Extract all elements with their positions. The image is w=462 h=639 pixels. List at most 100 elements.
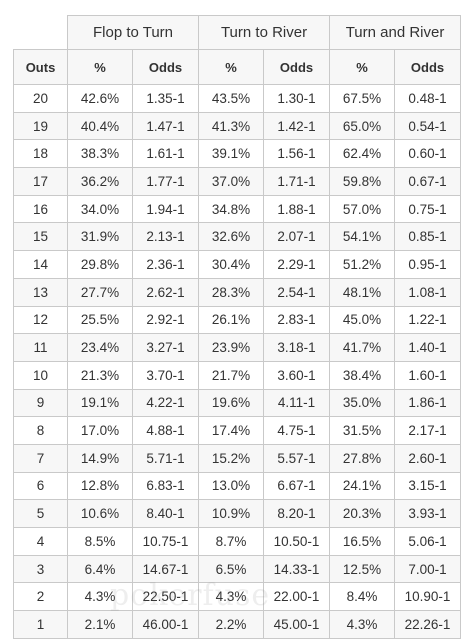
cell-turn-and-river-odds: 0.48-1	[395, 85, 461, 113]
cell-turn-river-percent: 21.7%	[199, 361, 264, 389]
cell-turn-and-river-percent: 12.5%	[330, 555, 395, 583]
cell-turn-river-percent: 41.3%	[199, 112, 264, 140]
cell-turn-and-river-odds: 3.15-1	[395, 472, 461, 500]
cell-flop-turn-odds: 10.75-1	[133, 528, 199, 556]
cell-turn-river-percent: 15.2%	[199, 444, 264, 472]
table-row: 9 19.1% 4.22-1 19.6% 4.11-1 35.0% 1.86-1	[14, 389, 461, 417]
cell-turn-river-odds: 3.18-1	[264, 334, 330, 362]
cell-turn-river-odds: 1.56-1	[264, 140, 330, 168]
table-row: 16 34.0% 1.94-1 34.8% 1.88-1 57.0% 0.75-1	[14, 195, 461, 223]
cell-turn-and-river-odds: 10.90-1	[395, 583, 461, 611]
cell-flop-turn-odds: 8.40-1	[133, 500, 199, 528]
cell-turn-and-river-percent: 8.4%	[330, 583, 395, 611]
cell-outs: 18	[14, 140, 68, 168]
cell-outs: 15	[14, 223, 68, 251]
cell-flop-turn-odds: 2.62-1	[133, 278, 199, 306]
table-row: 2 4.3% 22.50-1 4.3% 22.00-1 8.4% 10.90-1	[14, 583, 461, 611]
cell-turn-and-river-percent: 67.5%	[330, 85, 395, 113]
table-row: 18 38.3% 1.61-1 39.1% 1.56-1 62.4% 0.60-1	[14, 140, 461, 168]
cell-flop-turn-percent: 29.8%	[68, 251, 133, 279]
column-header-row: Outs % Odds % Odds % Odds	[14, 50, 461, 85]
cell-turn-and-river-percent: 65.0%	[330, 112, 395, 140]
cell-turn-and-river-percent: 16.5%	[330, 528, 395, 556]
cell-outs: 19	[14, 112, 68, 140]
cell-turn-river-odds: 2.07-1	[264, 223, 330, 251]
cell-flop-turn-percent: 17.0%	[68, 417, 133, 445]
cell-outs: 8	[14, 417, 68, 445]
cell-flop-turn-odds: 6.83-1	[133, 472, 199, 500]
cell-turn-and-river-percent: 31.5%	[330, 417, 395, 445]
cell-flop-turn-odds: 3.70-1	[133, 361, 199, 389]
cell-flop-turn-odds: 1.47-1	[133, 112, 199, 140]
cell-flop-turn-percent: 19.1%	[68, 389, 133, 417]
cell-flop-turn-percent: 21.3%	[68, 361, 133, 389]
cell-turn-river-odds: 1.30-1	[264, 85, 330, 113]
column-header-odds: Odds	[264, 50, 330, 85]
column-header-odds: Odds	[395, 50, 461, 85]
cell-outs: 4	[14, 528, 68, 556]
cell-turn-river-percent: 23.9%	[199, 334, 264, 362]
cell-flop-turn-percent: 36.2%	[68, 168, 133, 196]
cell-turn-river-odds: 10.50-1	[264, 528, 330, 556]
table-row: 6 12.8% 6.83-1 13.0% 6.67-1 24.1% 3.15-1	[14, 472, 461, 500]
cell-outs: 13	[14, 278, 68, 306]
cell-turn-and-river-odds: 5.06-1	[395, 528, 461, 556]
cell-outs: 10	[14, 361, 68, 389]
cell-turn-and-river-percent: 27.8%	[330, 444, 395, 472]
table-row: 20 42.6% 1.35-1 43.5% 1.30-1 67.5% 0.48-1	[14, 85, 461, 113]
cell-turn-and-river-percent: 4.3%	[330, 611, 395, 639]
table-row: 15 31.9% 2.13-1 32.6% 2.07-1 54.1% 0.85-1	[14, 223, 461, 251]
cell-flop-turn-odds: 2.92-1	[133, 306, 199, 334]
cell-turn-and-river-odds: 0.75-1	[395, 195, 461, 223]
table-row: 17 36.2% 1.77-1 37.0% 1.71-1 59.8% 0.67-1	[14, 168, 461, 196]
cell-turn-and-river-percent: 59.8%	[330, 168, 395, 196]
cell-turn-river-odds: 6.67-1	[264, 472, 330, 500]
column-header-outs: Outs	[14, 50, 68, 85]
cell-turn-river-percent: 32.6%	[199, 223, 264, 251]
cell-turn-and-river-percent: 51.2%	[330, 251, 395, 279]
cell-flop-turn-percent: 31.9%	[68, 223, 133, 251]
cell-turn-river-percent: 19.6%	[199, 389, 264, 417]
column-header-percent: %	[330, 50, 395, 85]
cell-turn-and-river-percent: 45.0%	[330, 306, 395, 334]
cell-flop-turn-odds: 4.88-1	[133, 417, 199, 445]
cell-turn-river-percent: 43.5%	[199, 85, 264, 113]
cell-flop-turn-percent: 12.8%	[68, 472, 133, 500]
cell-turn-river-percent: 39.1%	[199, 140, 264, 168]
cell-flop-turn-percent: 42.6%	[68, 85, 133, 113]
cell-turn-river-odds: 3.60-1	[264, 361, 330, 389]
cell-turn-and-river-odds: 1.08-1	[395, 278, 461, 306]
cell-turn-and-river-odds: 1.86-1	[395, 389, 461, 417]
cell-turn-and-river-percent: 24.1%	[330, 472, 395, 500]
cell-turn-river-odds: 2.29-1	[264, 251, 330, 279]
cell-turn-river-percent: 37.0%	[199, 168, 264, 196]
table-row: 8 17.0% 4.88-1 17.4% 4.75-1 31.5% 2.17-1	[14, 417, 461, 445]
cell-turn-and-river-percent: 54.1%	[330, 223, 395, 251]
group-header-row: Flop to Turn Turn to River Turn and Rive…	[14, 16, 461, 50]
cell-flop-turn-percent: 23.4%	[68, 334, 133, 362]
cell-outs: 3	[14, 555, 68, 583]
cell-turn-and-river-odds: 22.26-1	[395, 611, 461, 639]
cell-turn-river-odds: 14.33-1	[264, 555, 330, 583]
cell-outs: 16	[14, 195, 68, 223]
table-row: 3 6.4% 14.67-1 6.5% 14.33-1 12.5% 7.00-1	[14, 555, 461, 583]
cell-turn-river-percent: 26.1%	[199, 306, 264, 334]
table-row: 12 25.5% 2.92-1 26.1% 2.83-1 45.0% 1.22-1	[14, 306, 461, 334]
group-header-turn-and-river: Turn and River	[330, 16, 461, 50]
cell-turn-river-percent: 28.3%	[199, 278, 264, 306]
cell-flop-turn-percent: 6.4%	[68, 555, 133, 583]
cell-turn-and-river-percent: 38.4%	[330, 361, 395, 389]
cell-turn-river-percent: 8.7%	[199, 528, 264, 556]
cell-turn-and-river-odds: 0.85-1	[395, 223, 461, 251]
cell-outs: 9	[14, 389, 68, 417]
cell-flop-turn-odds: 1.61-1	[133, 140, 199, 168]
cell-flop-turn-odds: 1.77-1	[133, 168, 199, 196]
cell-flop-turn-percent: 8.5%	[68, 528, 133, 556]
cell-turn-and-river-percent: 62.4%	[330, 140, 395, 168]
cell-flop-turn-odds: 1.35-1	[133, 85, 199, 113]
cell-turn-river-percent: 6.5%	[199, 555, 264, 583]
cell-turn-river-percent: 10.9%	[199, 500, 264, 528]
cell-turn-and-river-odds: 1.22-1	[395, 306, 461, 334]
cell-turn-river-odds: 1.88-1	[264, 195, 330, 223]
table-row: 14 29.8% 2.36-1 30.4% 2.29-1 51.2% 0.95-1	[14, 251, 461, 279]
